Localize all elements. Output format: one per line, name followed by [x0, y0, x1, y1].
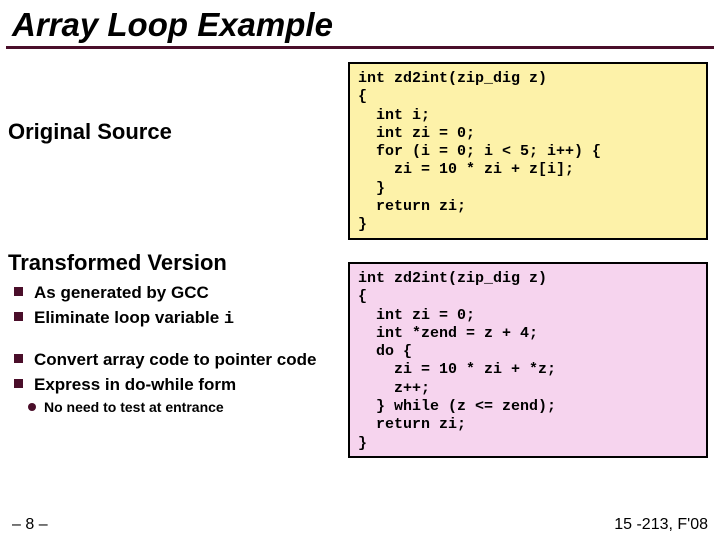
- spacer: [8, 335, 348, 343]
- slide-title: Array Loop Example: [12, 6, 710, 44]
- course-label: 15 -213, F'08: [614, 516, 708, 534]
- bullet-list-a: As generated by GCC Eliminate loop varia…: [8, 282, 348, 331]
- heading-original-source: Original Source: [8, 119, 348, 145]
- code-block-transformed: int zd2int(zip_dig z) { int zi = 0; int …: [348, 262, 708, 458]
- slide-number: – 8 –: [12, 516, 48, 534]
- bullet-list-b: Convert array code to pointer code Expre…: [8, 349, 348, 396]
- bullet-text: Eliminate loop variable: [34, 308, 224, 327]
- title-underline: [6, 46, 714, 49]
- bullet-item: Express in do-while form: [30, 374, 348, 395]
- bullet-item: Convert array code to pointer code: [30, 349, 348, 370]
- left-column: Original Source Transformed Version As g…: [8, 64, 348, 415]
- sub-bullet-item: No need to test at entrance: [44, 399, 348, 415]
- bullet-item: Eliminate loop variable i: [30, 307, 348, 330]
- code-block-original: int zd2int(zip_dig z) { int i; int zi = …: [348, 62, 708, 240]
- sub-bullet-list: No need to test at entrance: [8, 399, 348, 415]
- heading-transformed-version: Transformed Version: [8, 250, 348, 276]
- bullet-item: As generated by GCC: [30, 282, 348, 303]
- inline-code-i: i: [224, 310, 234, 329]
